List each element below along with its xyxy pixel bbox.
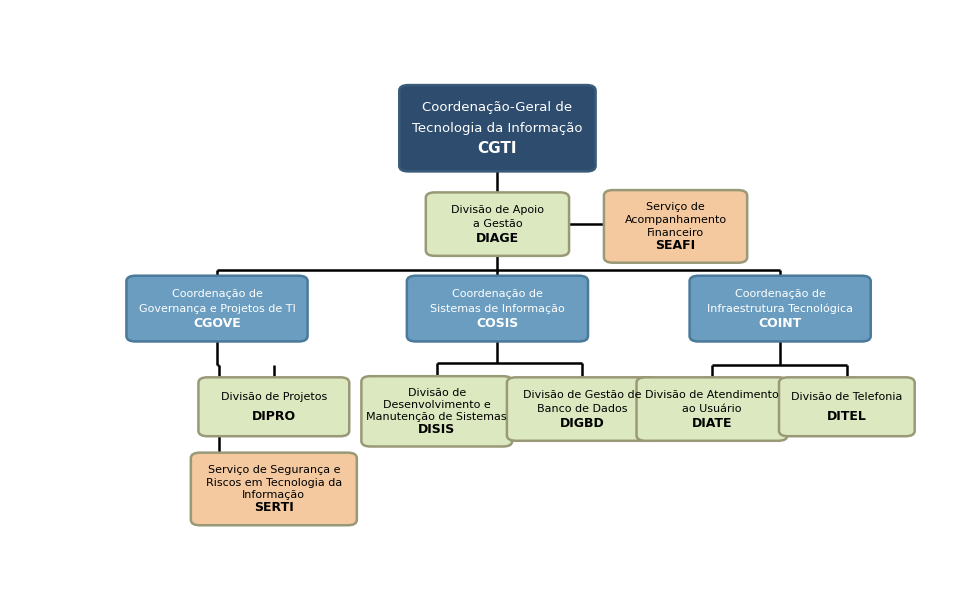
Text: Infraestrutura Tecnológica: Infraestrutura Tecnológica <box>706 304 852 314</box>
Text: CGOVE: CGOVE <box>192 317 240 330</box>
Text: ao Usuário: ao Usuário <box>682 404 741 414</box>
Text: Serviço de Segurança e: Serviço de Segurança e <box>207 465 340 475</box>
Text: Manutenção de Sistemas: Manutenção de Sistemas <box>366 412 507 422</box>
FancyBboxPatch shape <box>399 85 595 171</box>
Text: DIAGE: DIAGE <box>476 232 519 245</box>
Text: COSIS: COSIS <box>476 317 518 330</box>
Text: Tecnologia da Informação: Tecnologia da Informação <box>411 122 582 135</box>
FancyBboxPatch shape <box>406 276 587 342</box>
Text: DIATE: DIATE <box>691 417 732 430</box>
Text: Serviço de: Serviço de <box>646 202 704 212</box>
Text: Sistemas de Informação: Sistemas de Informação <box>430 304 565 314</box>
Text: Divisão de: Divisão de <box>407 388 465 398</box>
Text: Divisão de Gestão de: Divisão de Gestão de <box>523 390 641 400</box>
Text: Coordenação-Geral de: Coordenação-Geral de <box>422 101 572 114</box>
FancyBboxPatch shape <box>636 377 786 441</box>
Text: Banco de Dados: Banco de Dados <box>536 404 627 414</box>
Text: Divisão de Projetos: Divisão de Projetos <box>221 392 326 402</box>
Text: Coordenação de: Coordenação de <box>734 289 825 299</box>
Text: SEAFI: SEAFI <box>655 239 695 252</box>
Text: Riscos em Tecnologia da: Riscos em Tecnologia da <box>205 477 342 487</box>
Text: DIPRO: DIPRO <box>251 410 296 423</box>
Text: Coordenação de: Coordenação de <box>451 289 542 299</box>
Text: Divisão de Atendimento: Divisão de Atendimento <box>645 390 778 400</box>
FancyBboxPatch shape <box>425 192 569 256</box>
FancyBboxPatch shape <box>126 276 307 342</box>
FancyBboxPatch shape <box>506 377 658 441</box>
Text: COINT: COINT <box>758 317 801 330</box>
FancyBboxPatch shape <box>604 190 746 263</box>
Text: Coordenação de: Coordenação de <box>171 289 262 299</box>
Text: Desenvolvimento e: Desenvolvimento e <box>383 400 490 410</box>
FancyBboxPatch shape <box>779 377 913 436</box>
Text: Informação: Informação <box>242 490 305 500</box>
FancyBboxPatch shape <box>361 376 512 447</box>
Text: a Gestão: a Gestão <box>472 219 522 229</box>
FancyBboxPatch shape <box>191 452 357 525</box>
Text: Divisão de Apoio: Divisão de Apoio <box>450 205 543 215</box>
Text: Governança e Projetos de TI: Governança e Projetos de TI <box>139 304 295 314</box>
Text: Financeiro: Financeiro <box>647 228 703 238</box>
FancyBboxPatch shape <box>198 377 349 436</box>
Text: DIGBD: DIGBD <box>560 417 604 430</box>
Text: SERTI: SERTI <box>254 502 293 514</box>
Text: Acompanhamento: Acompanhamento <box>624 215 726 225</box>
Text: DITEL: DITEL <box>827 410 866 423</box>
FancyBboxPatch shape <box>689 276 870 342</box>
Text: CGTI: CGTI <box>477 141 517 157</box>
Text: DISIS: DISIS <box>418 423 455 436</box>
Text: Divisão de Telefonia: Divisão de Telefonia <box>790 392 902 402</box>
